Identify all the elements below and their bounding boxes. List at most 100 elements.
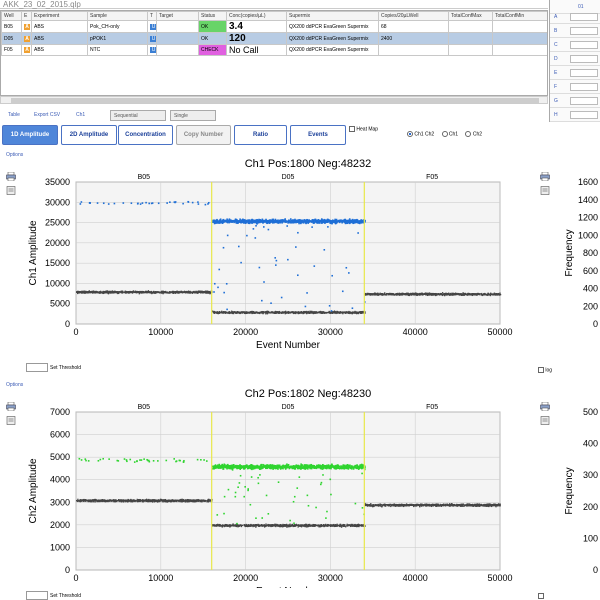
positive-droplet <box>242 219 244 221</box>
column-header[interactable]: Status <box>198 11 227 21</box>
plate-row[interactable]: A <box>550 10 600 24</box>
cell-well: F05 <box>1 44 22 56</box>
negative-droplet <box>271 311 273 313</box>
plate-row[interactable]: H <box>550 108 600 122</box>
negative-droplet <box>82 290 84 293</box>
negative-droplet <box>148 499 150 501</box>
plate-well-cell[interactable] <box>570 97 598 105</box>
plate-well-cell[interactable] <box>570 111 598 119</box>
radio-ch1ch2[interactable] <box>407 131 413 137</box>
print-preview-icon-ch2[interactable] <box>6 416 16 425</box>
negative-droplet <box>222 312 224 314</box>
negative-droplet <box>129 290 132 293</box>
negative-droplet <box>149 500 151 502</box>
negative-droplet <box>118 292 120 295</box>
tab-events[interactable]: Events <box>290 125 346 145</box>
table-row[interactable]: D05 A ABS pPOK1 U OK 120 QX200 ddPCR EvaGreen S… <box>1 32 547 45</box>
plate-row[interactable]: F <box>550 80 600 94</box>
negative-droplet <box>372 294 374 296</box>
column-header[interactable]: Well <box>1 11 22 21</box>
negative-droplet <box>237 311 239 313</box>
right-print-preview-icon-ch2[interactable] <box>540 416 550 425</box>
positive-droplet <box>96 202 99 204</box>
tab-1d-amplitude[interactable]: 1D Amplitude <box>2 125 58 145</box>
radio-ch1[interactable] <box>441 131 448 137</box>
negative-droplet <box>391 293 394 296</box>
export-csv-link[interactable]: Export CSV <box>34 112 61 118</box>
right-printer-icon-ch2[interactable] <box>540 402 550 411</box>
ch1-log-checkbox[interactable] <box>538 367 544 373</box>
column-header[interactable]: E <box>21 11 32 21</box>
column-header[interactable]: Experiment <box>31 11 88 21</box>
negative-droplet <box>171 290 174 293</box>
tab-copy-number[interactable]: Copy Number <box>176 125 231 145</box>
display-mode-select[interactable]: Sequential <box>110 110 166 121</box>
negative-droplet <box>221 310 223 312</box>
tab-2d-amplitude[interactable]: 2D Amplitude <box>61 125 117 145</box>
radio-ch2-label: Ch2 <box>472 131 483 138</box>
ch1-threshold-input[interactable] <box>26 363 48 372</box>
positive-droplet <box>137 202 139 205</box>
column-header[interactable]: Conc(copies/µL) <box>226 11 287 21</box>
table-row[interactable]: F05 A ABS NTC U CHECK No Call QX200 ddPCR EvaGr… <box>1 44 547 56</box>
column-header[interactable]: Supermix <box>286 11 379 21</box>
negative-droplet <box>257 312 259 314</box>
negative-droplet <box>155 291 157 293</box>
horizontal-scrollbar[interactable] <box>0 96 548 104</box>
negative-droplet <box>312 311 314 313</box>
ch2-amplitude-plot[interactable]: 0 10000 20000 30000 40000 5000001000200030004… <box>0 388 600 588</box>
column-header[interactable]: Sample <box>87 11 148 21</box>
plate-well-cell[interactable] <box>570 55 598 63</box>
tab-ratio[interactable]: Ratio <box>234 125 287 145</box>
negative-droplet <box>218 310 221 313</box>
well-mode-select[interactable]: Single <box>170 110 216 121</box>
column-header[interactable]: T <box>147 11 157 21</box>
table-row[interactable]: B05 A ABS Pok_CH-only U OK 3.4 QX200 ddPCR EvaG… <box>1 20 547 33</box>
negative-droplet <box>155 500 157 502</box>
printer-icon[interactable] <box>6 172 16 181</box>
plate-well-cell[interactable] <box>570 41 598 49</box>
negative-droplet <box>393 294 395 296</box>
negative-droplet <box>499 292 501 294</box>
right-print-preview-icon[interactable] <box>540 186 550 195</box>
scrollbar-thumb[interactable] <box>11 98 539 103</box>
plate-row[interactable]: B <box>550 24 600 38</box>
radio-ch2[interactable] <box>465 131 472 137</box>
heat-map-option[interactable]: Heat Map <box>349 126 378 132</box>
column-header[interactable]: Copies/20µLWell <box>378 11 449 21</box>
negative-droplet <box>193 501 195 503</box>
plate-well-cell[interactable] <box>570 69 598 77</box>
positive-droplet <box>280 220 283 223</box>
ch1-log-option[interactable]: log <box>538 367 552 373</box>
cell-empty <box>492 44 547 56</box>
column-header[interactable]: TotalConfMax <box>448 11 493 21</box>
printer-icon-ch2[interactable] <box>6 402 16 411</box>
positive-droplet <box>255 221 257 223</box>
positive-droplet <box>250 219 253 221</box>
negative-droplet <box>143 292 145 294</box>
options-link-ch1[interactable]: Options <box>6 152 24 158</box>
plate-row-label: H <box>554 112 558 118</box>
ch1-amplitude-plot[interactable]: 0 10000 20000 30000 40000 5000005000100001500… <box>0 158 600 362</box>
heat-map-checkbox[interactable] <box>349 126 355 132</box>
plate-row[interactable]: C <box>550 38 600 52</box>
tab-concentration[interactable]: Concentration <box>118 125 173 145</box>
rain-droplet <box>348 272 350 274</box>
negative-droplet <box>198 500 200 502</box>
options-link-ch2[interactable]: Options <box>6 382 24 388</box>
negative-droplet <box>291 311 293 313</box>
plate-row[interactable]: G <box>550 94 600 108</box>
plate-row[interactable]: E <box>550 66 600 80</box>
column-header[interactable]: Target <box>156 11 199 21</box>
plate-well-cell[interactable] <box>570 27 598 35</box>
frequency-tick-label: 100 <box>583 533 598 543</box>
print-preview-icon[interactable] <box>6 186 16 195</box>
frequency-tick-label: 400 <box>583 284 598 294</box>
plate-well-cell[interactable] <box>570 83 598 91</box>
table-link[interactable]: Table <box>8 112 20 118</box>
plate-row[interactable]: D <box>550 52 600 66</box>
plate-well-cell[interactable] <box>570 13 598 21</box>
column-header[interactable]: TotalConfMin <box>492 11 547 21</box>
negative-droplet <box>309 310 311 312</box>
right-printer-icon[interactable] <box>540 172 550 181</box>
